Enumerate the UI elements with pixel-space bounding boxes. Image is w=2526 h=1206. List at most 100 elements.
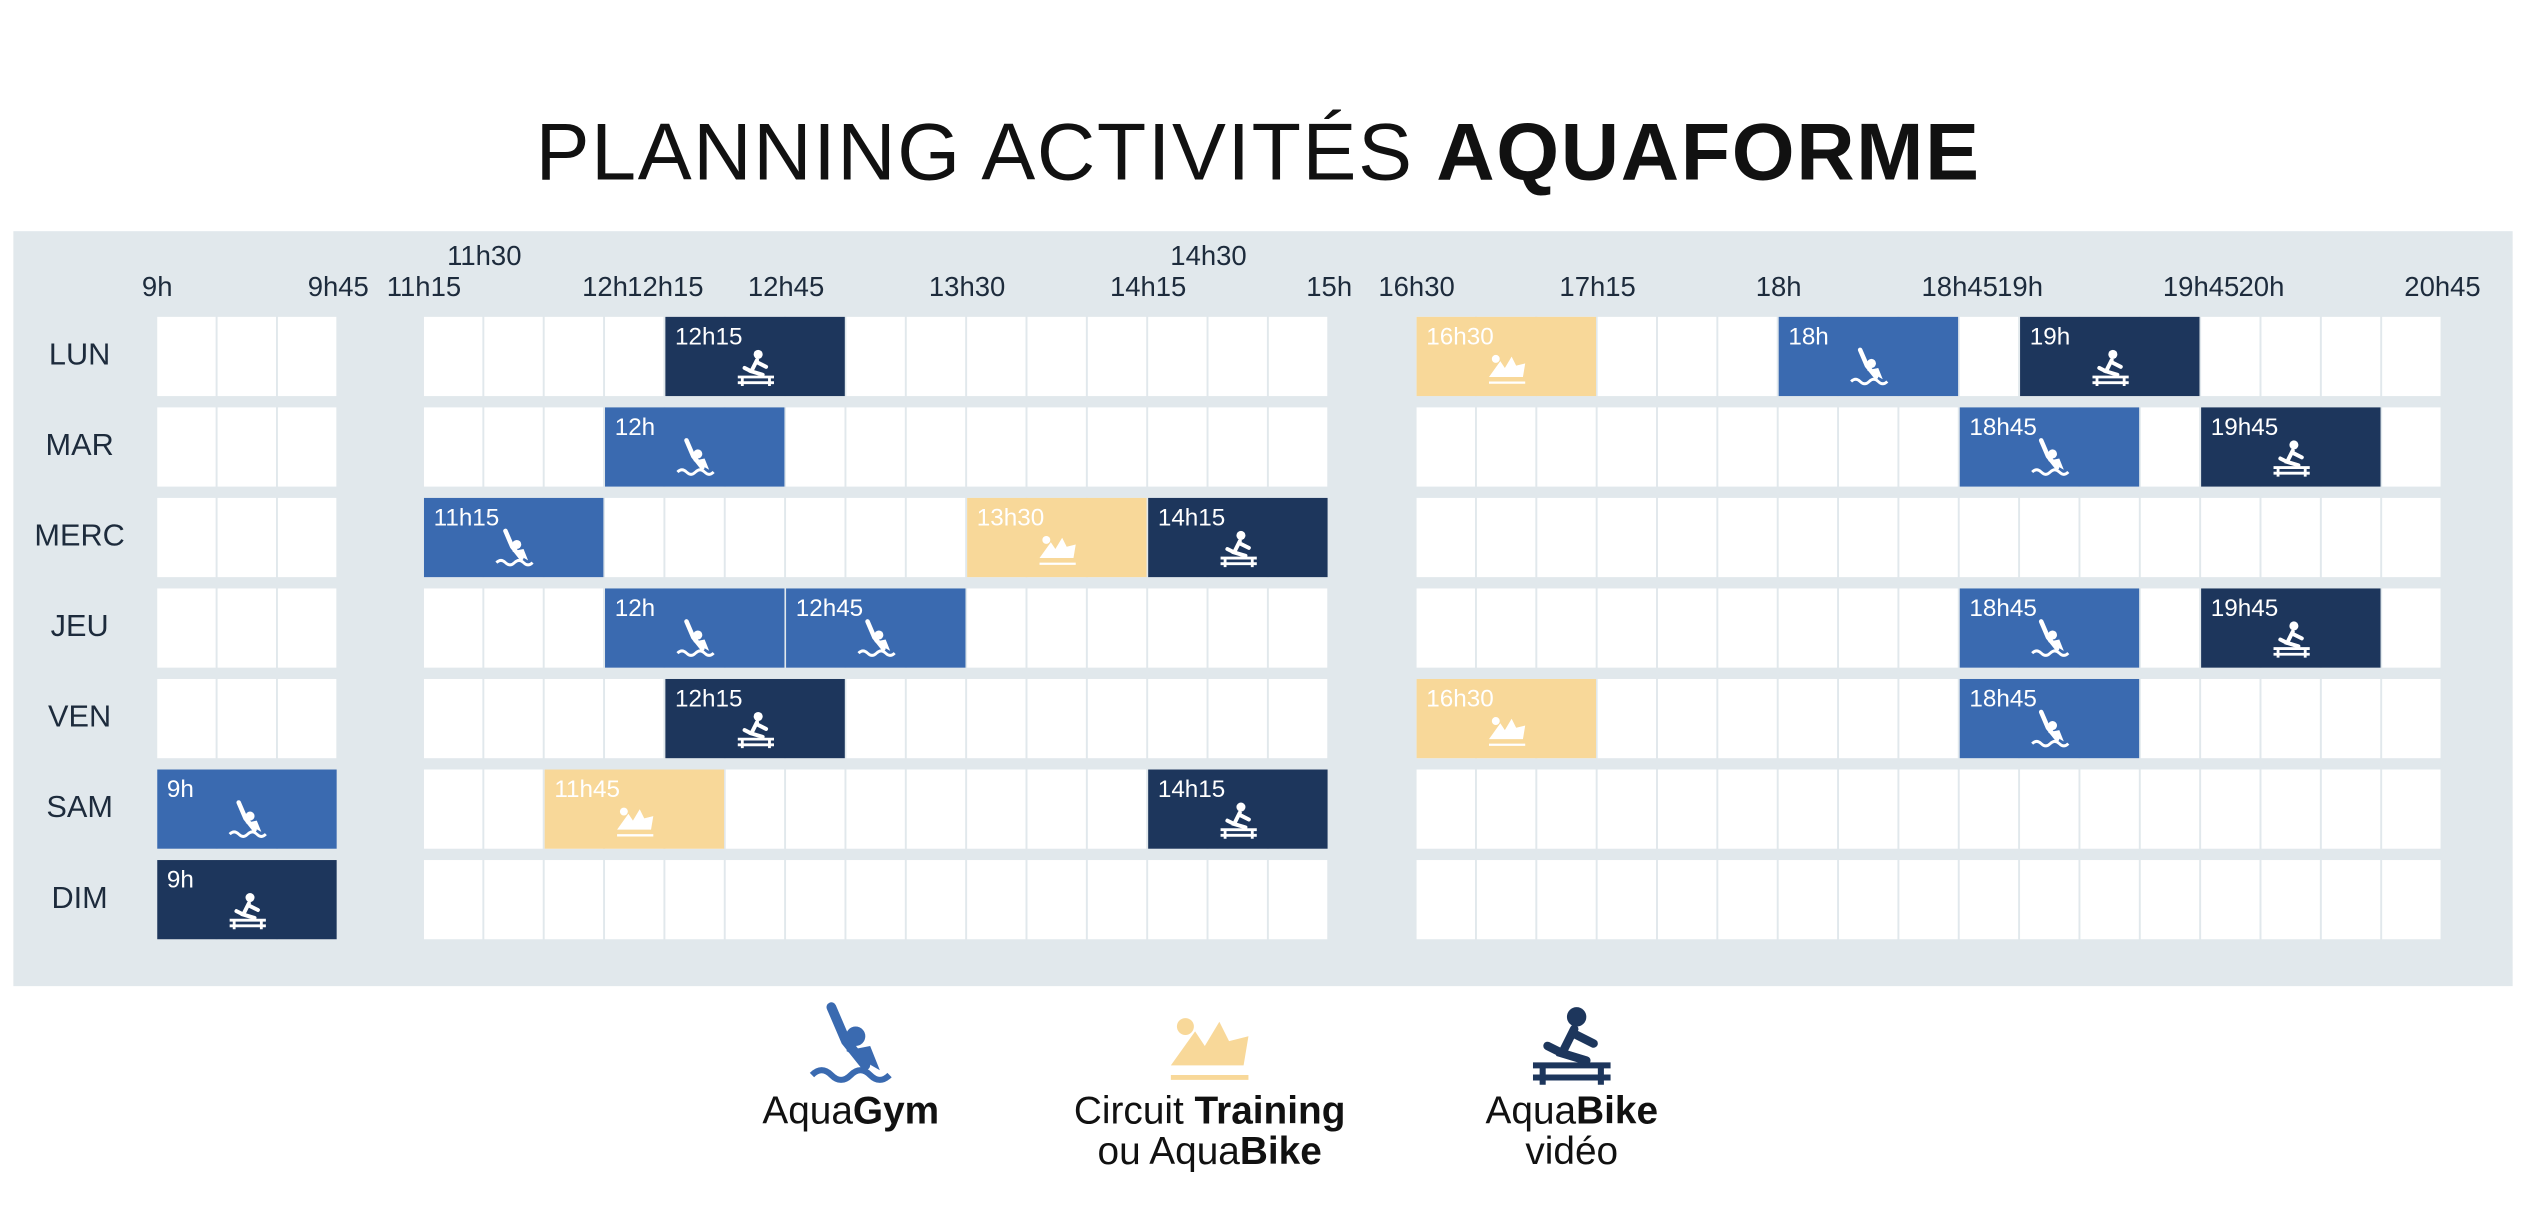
session-time: 12h45 xyxy=(796,595,863,622)
cell xyxy=(1657,678,1717,759)
session-time: 13h30 xyxy=(977,504,1044,531)
icon-part xyxy=(1236,802,1246,812)
cell xyxy=(1268,678,1328,759)
cell xyxy=(1476,407,1536,487)
cell xyxy=(2382,588,2441,668)
time-label: 18h45 xyxy=(1922,271,1998,302)
cell xyxy=(1959,316,2019,397)
icon-part xyxy=(1220,828,1257,839)
cell xyxy=(2140,497,2200,578)
cell xyxy=(1899,860,1958,940)
cell xyxy=(665,497,724,578)
cell xyxy=(1839,860,1898,940)
cell xyxy=(1899,407,1958,487)
time-label: 9h45 xyxy=(308,271,369,302)
session-time: 12h xyxy=(615,414,655,441)
cell xyxy=(1778,769,1838,849)
icon-part xyxy=(1170,1021,1249,1066)
cell xyxy=(846,769,905,849)
icon-part xyxy=(2289,621,2299,631)
cell xyxy=(1839,497,1898,578)
time-label: 19h45 xyxy=(2163,271,2239,302)
time-label: 14h30 xyxy=(1170,240,1246,271)
session-time: 16h30 xyxy=(1426,323,1493,350)
icon-circuit xyxy=(1488,717,1526,746)
icon-part xyxy=(1225,539,1251,558)
icon-aquagym xyxy=(676,619,715,657)
icon-part xyxy=(617,809,654,830)
icon-part xyxy=(2278,629,2304,649)
cell xyxy=(1657,860,1717,940)
cell xyxy=(2201,769,2260,849)
cell xyxy=(2382,769,2441,849)
day-label: MERC xyxy=(34,518,124,553)
cell xyxy=(1148,678,1207,759)
cell xyxy=(544,588,604,668)
icon-part xyxy=(857,649,896,657)
cell xyxy=(1087,678,1147,759)
cell xyxy=(1148,860,1207,940)
icon-part xyxy=(1176,1018,1194,1036)
legend-text: AquaBike xyxy=(1486,1090,1658,1133)
time-label: 20h xyxy=(2239,271,2285,302)
icon-part xyxy=(2031,739,2070,748)
legend-part: Circuit xyxy=(1074,1090,1195,1133)
icon-part xyxy=(2289,440,2299,450)
legend-part: Aqua xyxy=(1486,1090,1577,1133)
cell xyxy=(1148,407,1207,487)
cell xyxy=(725,497,785,578)
cell xyxy=(967,769,1026,849)
icon-aquabike xyxy=(1220,530,1257,568)
cell xyxy=(1597,497,1657,578)
cell xyxy=(1027,860,1086,940)
cell xyxy=(2261,860,2320,940)
cell xyxy=(423,860,483,940)
icon-part xyxy=(619,807,628,816)
icon-part xyxy=(693,639,710,651)
cell xyxy=(1718,316,1777,397)
cell xyxy=(846,860,905,940)
cell xyxy=(1027,678,1086,759)
cell xyxy=(1416,860,1475,940)
icon-part xyxy=(1488,718,1526,740)
cell xyxy=(423,407,483,487)
time-label: 19h xyxy=(1997,271,2043,302)
cell xyxy=(1087,588,1147,668)
session-time: 9h xyxy=(167,776,194,803)
title-bold: AQUAFORME xyxy=(1436,107,1980,197)
icon-part xyxy=(1566,1007,1587,1027)
cell xyxy=(1718,678,1777,759)
cell xyxy=(1718,407,1777,487)
icon-part xyxy=(2108,349,2118,359)
icon-part xyxy=(1042,535,1051,544)
icon-part xyxy=(1488,356,1526,377)
icon-part xyxy=(1543,1024,1598,1065)
cell xyxy=(423,678,483,759)
cell xyxy=(1268,588,1328,668)
cell xyxy=(544,678,604,759)
time-label: 9h xyxy=(142,271,173,302)
cell xyxy=(1597,588,1657,668)
cell xyxy=(484,316,543,397)
cell xyxy=(1839,769,1898,849)
cell xyxy=(2382,497,2441,578)
icon-part xyxy=(2278,448,2304,468)
cell xyxy=(2321,497,2381,578)
legend-text: AquaGym xyxy=(762,1090,939,1133)
cell xyxy=(217,316,276,397)
cell xyxy=(2382,678,2441,759)
cell xyxy=(1839,678,1898,759)
cell xyxy=(277,678,337,759)
session-time: 11h45 xyxy=(554,776,620,803)
cell xyxy=(2140,407,2200,487)
cell xyxy=(2080,860,2139,940)
cell xyxy=(423,769,483,849)
day-label: LUN xyxy=(49,337,110,372)
session-time: 12h xyxy=(615,595,655,622)
cell xyxy=(1148,316,1207,397)
cell xyxy=(544,316,604,397)
legend-part: Gym xyxy=(853,1090,939,1133)
icon-part xyxy=(1225,810,1251,830)
